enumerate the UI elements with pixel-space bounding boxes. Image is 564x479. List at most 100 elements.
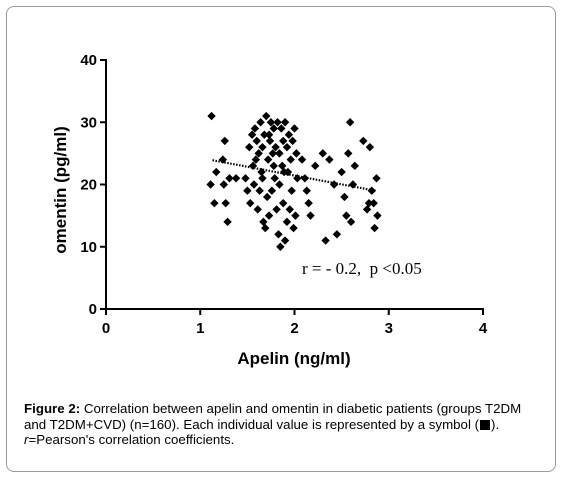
data-point: [268, 149, 278, 158]
data-point: [302, 186, 311, 195]
y-tick-label: 0: [89, 301, 97, 318]
data-point: [207, 111, 216, 121]
data-point: [264, 211, 274, 220]
data-point: [261, 223, 270, 233]
regression-line-group: [212, 159, 376, 192]
data-point: [258, 174, 267, 183]
data-point: [287, 186, 296, 195]
y-tick-label: 10: [80, 239, 97, 256]
data-point: [212, 167, 221, 177]
data-point: [304, 198, 313, 208]
data-point: [348, 180, 358, 189]
caption-label: Figure 2:: [24, 401, 81, 416]
figure-caption: Figure 2: Correlation between apelin and…: [24, 401, 529, 448]
x-tick-label: 1: [196, 320, 204, 337]
data-point: [282, 217, 292, 227]
data-point: [256, 118, 265, 127]
data-point: [218, 155, 228, 164]
data-point: [359, 136, 368, 146]
data-point: [257, 167, 266, 177]
caption-text-2: ).: [491, 416, 500, 432]
data-point: [231, 174, 241, 183]
data-point: [297, 155, 307, 164]
data-point: [306, 211, 315, 220]
caption-r-symbol: r: [24, 432, 29, 447]
data-point: [249, 180, 259, 189]
data-point: [276, 242, 285, 251]
data-point: [332, 230, 342, 239]
y-tick-label: 40: [80, 52, 97, 69]
data-point: [246, 198, 255, 208]
data-point: [280, 236, 290, 245]
data-point: [291, 211, 300, 220]
y-tick-label: 30: [80, 114, 97, 131]
data-point: [373, 211, 382, 220]
data-point: [251, 155, 261, 164]
data-point: [262, 111, 271, 121]
data-point: [221, 198, 230, 208]
data-point: [288, 136, 297, 146]
data-point: [350, 161, 360, 171]
caption-text-3: =Pearson's correlation coefficients.: [28, 432, 235, 447]
data-point: [260, 130, 269, 139]
y-tick-label: 20: [80, 177, 97, 194]
data-point: [254, 149, 263, 158]
data-point: [262, 192, 272, 202]
data-point: [269, 161, 278, 171]
data-point: [263, 155, 273, 164]
data-point: [278, 161, 287, 171]
data-point: [372, 174, 381, 183]
data-point: [278, 136, 288, 146]
correlation-annotation: r = - 0.2, p <0.05: [302, 259, 422, 278]
data-point: [280, 118, 290, 127]
regression-line: [212, 159, 376, 192]
data-point: [264, 130, 274, 139]
data-point: [325, 155, 334, 164]
data-point: [278, 198, 288, 208]
data-point: [241, 174, 250, 183]
data-point: [265, 136, 275, 146]
square-symbol-icon: [480, 419, 491, 430]
data-point: [255, 186, 264, 195]
data-point: [369, 198, 378, 208]
data-point: [344, 149, 353, 158]
data-point: [284, 130, 294, 139]
data-point: [273, 118, 282, 127]
data-points: [206, 111, 382, 251]
data-point: [258, 142, 267, 152]
data-point: [362, 205, 372, 214]
data-point: [275, 149, 284, 158]
data-point: [250, 124, 260, 133]
data-point: [210, 198, 219, 208]
data-point: [337, 167, 346, 177]
x-tick-label: 2: [290, 320, 298, 337]
data-point: [342, 211, 351, 220]
data-point: [274, 230, 283, 239]
x-tick-label: 3: [385, 320, 393, 337]
data-point: [266, 118, 276, 127]
data-point: [245, 142, 254, 152]
chart-axes: [105, 59, 484, 310]
x-axis-label: Apelin (ng/ml): [237, 349, 350, 368]
data-point: [270, 174, 279, 183]
data-point: [292, 149, 301, 158]
data-point: [346, 217, 356, 227]
data-point: [282, 142, 292, 152]
data-point: [220, 136, 229, 146]
data-point: [285, 205, 294, 214]
data-point: [219, 180, 229, 189]
data-point: [340, 192, 349, 202]
data-point: [206, 180, 215, 189]
data-point: [321, 236, 330, 245]
data-point: [329, 180, 339, 189]
data-point: [253, 205, 262, 214]
x-tick-label: 0: [102, 320, 110, 337]
y-axis-label: omentin (pg/ml): [51, 126, 70, 253]
data-point: [290, 124, 299, 133]
data-point: [293, 174, 302, 183]
data-point: [267, 186, 277, 195]
data-point: [269, 124, 278, 133]
data-point: [318, 149, 327, 158]
